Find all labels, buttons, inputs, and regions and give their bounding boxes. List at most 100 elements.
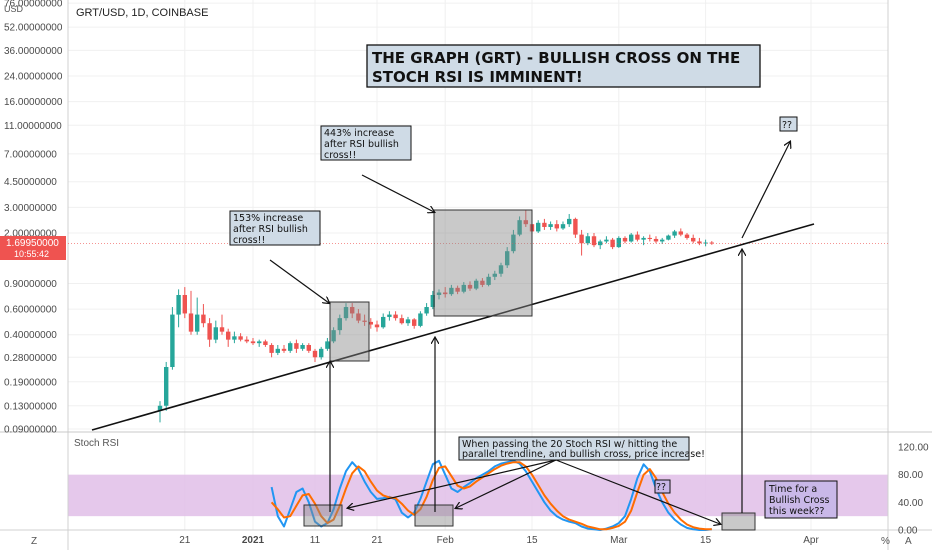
candle xyxy=(449,284,454,296)
candle xyxy=(164,361,169,411)
candle-body xyxy=(480,280,485,285)
time-scale[interactable]: 21 2021 11 21 Feb 15 Mar 15 Apr xyxy=(179,535,819,546)
candle xyxy=(703,239,708,247)
rsi-tick-label: 40.00 xyxy=(898,498,923,509)
note-443-line-2: after RSI bullish xyxy=(324,139,399,150)
candle xyxy=(480,278,485,288)
candle xyxy=(207,318,212,347)
candle-body xyxy=(399,318,404,324)
candles xyxy=(157,209,714,423)
price-scale[interactable]: 76.00000000 52.00000000 36.00000000 24.0000… xyxy=(4,0,63,436)
candle xyxy=(505,247,510,268)
candle-body xyxy=(517,220,522,235)
candle-body xyxy=(536,222,541,232)
percent-scale-button[interactable]: % xyxy=(881,536,890,547)
rsi-box-1 xyxy=(303,504,343,527)
candle xyxy=(598,239,603,250)
currency-label: USD xyxy=(4,4,24,14)
candle-body xyxy=(157,405,163,411)
candle xyxy=(387,311,392,321)
price-badge: 1.69950000 10:55:42 xyxy=(0,236,66,260)
candle-body xyxy=(678,231,683,235)
candle xyxy=(368,318,373,329)
candle-body xyxy=(412,319,417,326)
rsi-box-2 xyxy=(414,504,454,527)
annotation-arrows xyxy=(269,142,790,524)
stoch-rsi-scale[interactable]: 120.00 80.00 40.00 0.00 xyxy=(898,443,929,537)
candle xyxy=(672,229,677,238)
candle-body xyxy=(498,265,504,274)
candle-body xyxy=(319,348,324,358)
indicator-name[interactable]: Stoch RSI xyxy=(74,438,119,449)
candle-body xyxy=(219,327,225,332)
price-tick-label: 0.09000000 xyxy=(4,425,57,436)
candle-body xyxy=(312,350,318,358)
symbol-title[interactable]: GRT/USD, 1D, COINBASE xyxy=(76,7,208,19)
trendline xyxy=(91,223,815,431)
candle-body xyxy=(455,287,460,292)
candle xyxy=(567,214,572,227)
candle xyxy=(157,401,163,423)
candle-body xyxy=(418,313,423,326)
price-tick-label: 2.00000000 xyxy=(4,229,57,240)
note-bullish-line-3: this week?? xyxy=(769,506,824,517)
candle-body xyxy=(405,319,411,324)
candle xyxy=(232,331,237,344)
candle-body xyxy=(430,294,435,308)
question-mid: ?? xyxy=(654,479,671,494)
candle-body xyxy=(374,324,380,328)
note-153-line-2: after RSI bullish xyxy=(233,224,308,235)
candle xyxy=(604,236,609,244)
time-tick-label: 15 xyxy=(700,535,712,546)
candle-body xyxy=(635,234,640,240)
candle xyxy=(511,229,516,254)
candle xyxy=(263,339,268,347)
candle-body xyxy=(213,327,218,340)
title-line-2: STOCH RSI IS IMMINENT! xyxy=(372,68,583,86)
stoch-rsi-k-line xyxy=(270,459,712,531)
candle xyxy=(201,304,206,328)
zoom-reset-button[interactable]: Z xyxy=(31,536,37,547)
candle xyxy=(492,270,497,281)
candle-body xyxy=(523,220,528,225)
candle-body xyxy=(201,314,206,324)
price-tick-label: 4.50000000 xyxy=(4,177,57,188)
candle xyxy=(399,314,404,325)
candle xyxy=(418,311,423,328)
candle-body xyxy=(492,273,497,277)
candle-body xyxy=(238,336,243,340)
candle xyxy=(325,337,330,351)
candle-body xyxy=(647,237,652,239)
price-tick-label: 36.00000000 xyxy=(4,46,63,57)
candle-body xyxy=(182,294,187,314)
candle xyxy=(474,278,479,291)
candle-body xyxy=(176,294,181,315)
auto-scale-button[interactable]: A xyxy=(905,536,912,547)
candle xyxy=(678,228,683,237)
candle xyxy=(697,237,702,246)
candle xyxy=(405,316,411,326)
time-tick-label: Apr xyxy=(803,535,819,546)
candle xyxy=(195,297,200,335)
candle-body xyxy=(461,284,466,292)
candle-body xyxy=(703,242,708,244)
time-tick-label: 11 xyxy=(310,535,321,546)
candle xyxy=(443,287,448,298)
candle xyxy=(182,287,187,319)
candle-body xyxy=(257,341,262,344)
note-443-line-1: 443% increase xyxy=(324,128,394,139)
candle-body xyxy=(350,307,355,314)
candle xyxy=(250,337,256,345)
candle xyxy=(170,307,175,370)
candle-body xyxy=(232,336,237,340)
candle-body xyxy=(443,292,448,295)
candle-body xyxy=(281,348,287,351)
candle-body xyxy=(579,234,584,244)
candle-body xyxy=(505,251,510,266)
candle xyxy=(666,234,671,241)
price-tick-label: 24.00000000 xyxy=(4,71,63,82)
price-badge-value: 1.69950000 xyxy=(6,238,59,249)
candle xyxy=(337,314,342,335)
candle xyxy=(635,231,640,242)
